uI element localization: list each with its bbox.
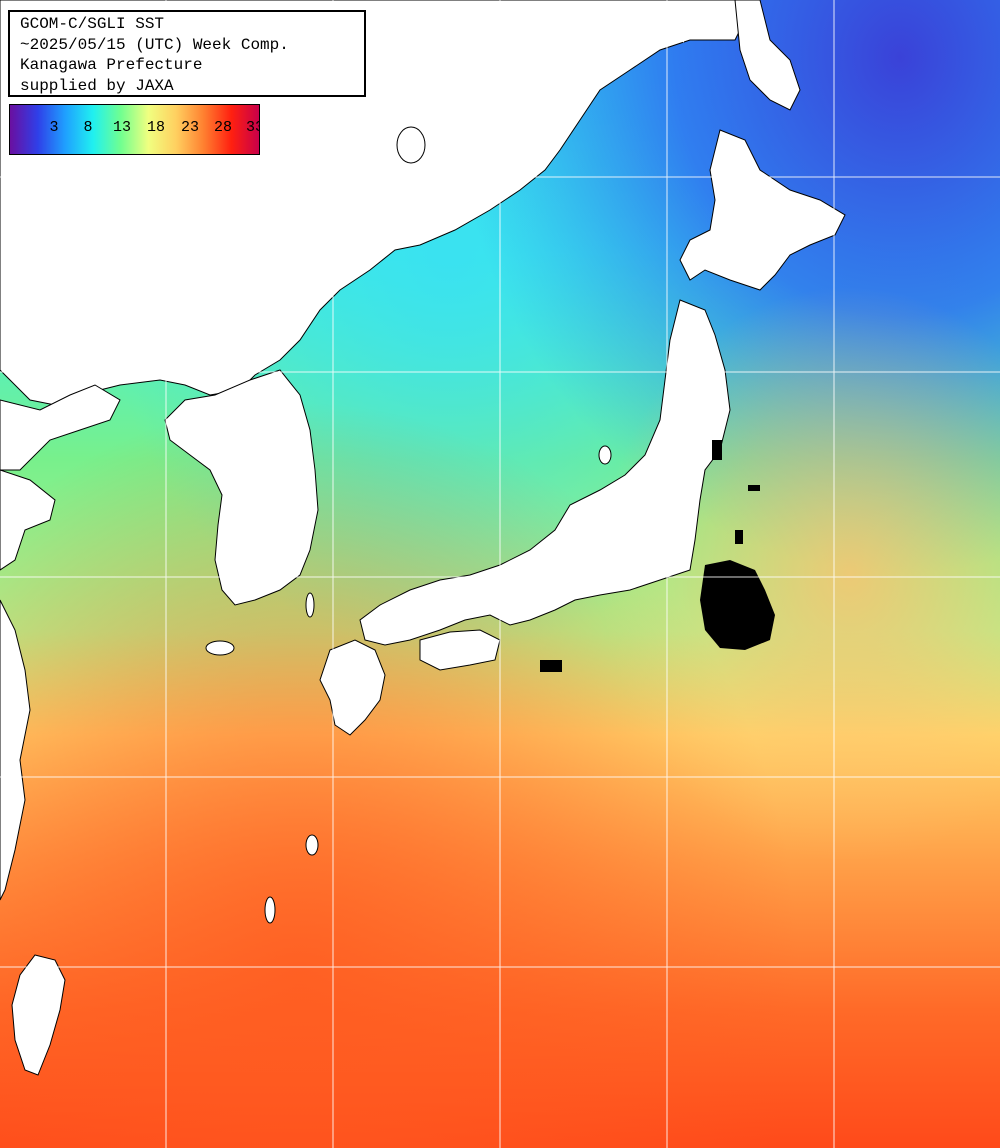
land-liaodong: [0, 384, 121, 471]
cloud-mask: [540, 440, 775, 672]
legend-tick: 3: [49, 119, 59, 136]
land-china-south: [0, 599, 31, 901]
land: [0, 0, 846, 1076]
grid-label-lon: 140E: [673, 13, 688, 44]
land-taiwan: [11, 954, 66, 1076]
legend-color-bar: [10, 105, 259, 154]
color-legend: 3 8 13 18 23 28 33: [9, 104, 260, 155]
land-sakhalin: [734, 0, 801, 111]
land-korea: [164, 369, 319, 606]
land-shikoku: [419, 629, 501, 671]
info-line-supplier: supplied by JAXA: [20, 76, 174, 95]
info-line-region: Kanagawa Prefecture: [20, 56, 203, 74]
land-ulleung: [396, 126, 426, 164]
legend-tick: 23: [180, 119, 200, 136]
info-line-product: GCOM-C/SGLI SST: [20, 15, 165, 33]
legend-tick: 18: [146, 119, 166, 136]
land-china-coast: [0, 469, 56, 571]
legend-tick: 8: [83, 119, 93, 136]
land-sado: [598, 445, 612, 465]
legend-tick: 13: [112, 119, 132, 136]
legend-ticks: 3 8 13 18 23 28 33: [10, 119, 259, 141]
land-honshu: [359, 299, 731, 646]
map-info-box: GCOM-C/SGLI SST ~2025/05/15 (UTC) Week C…: [8, 10, 366, 97]
land-jeju: [205, 640, 235, 656]
land-okinawa: [264, 896, 276, 924]
land-amami: [305, 834, 319, 856]
legend-tick: 33: [245, 119, 259, 136]
legend-tick: 28: [213, 119, 233, 136]
land-kyushu: [319, 639, 386, 736]
info-line-date: ~2025/05/15 (UTC) Week Comp.: [20, 35, 289, 54]
land-hokkaido: [679, 129, 846, 291]
grid-label-lat: 40N: [14, 356, 37, 371]
land-tsushima: [305, 592, 315, 618]
